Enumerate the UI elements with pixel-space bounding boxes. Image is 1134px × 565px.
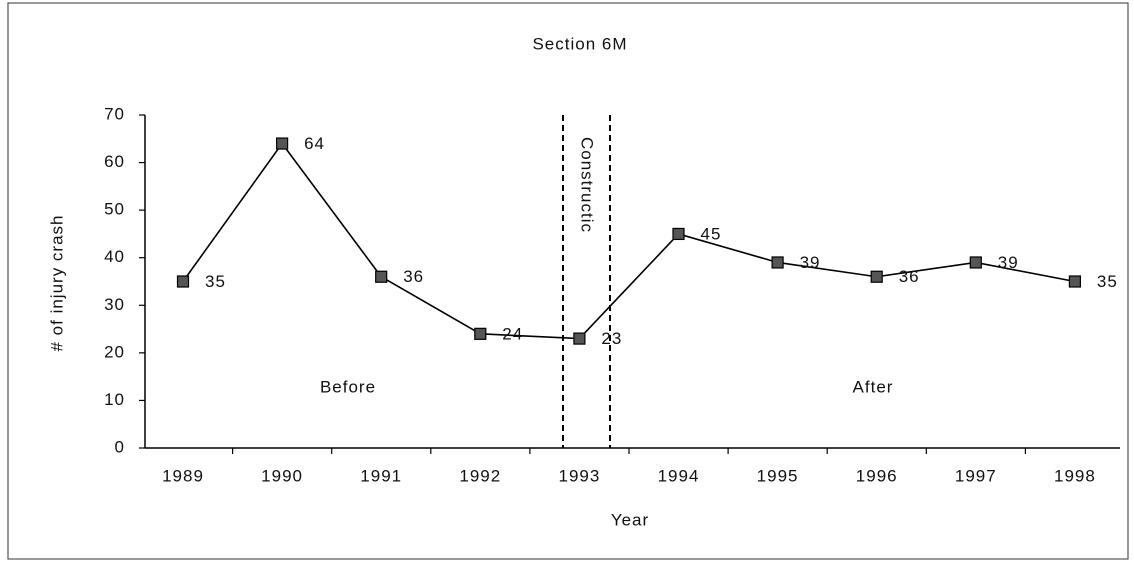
x-axis-label: Year [611,510,649,529]
x-tick-label: 1997 [955,466,997,485]
chart-border [7,2,1129,560]
data-point [176,275,190,288]
x-tick-label: 1996 [856,466,898,485]
data-label: 35 [205,272,226,291]
y-tick-label: 20 [104,342,125,361]
y-tick-label: 60 [104,152,125,171]
y-tick-label: 70 [104,104,125,123]
data-label: 64 [304,134,325,153]
data-label: 23 [601,329,622,348]
x-tick-label: 1995 [757,466,799,485]
data-label: 35 [1097,272,1118,291]
x-tick-label: 1992 [459,466,501,485]
annotation: Before [320,377,376,396]
y-tick-label: 0 [115,437,125,456]
data-label: 24 [502,324,523,343]
data-label: 45 [701,224,722,243]
y-tick-label: 30 [104,295,125,314]
annotation: Constructic [578,137,597,233]
data-point [672,227,685,241]
data-point [870,270,883,283]
data-label: 39 [998,253,1019,272]
data-line [182,142,1076,340]
y-axis-label: # of injury crash [47,215,66,352]
y-tick-label: 10 [104,390,125,409]
data-point [1068,275,1082,288]
y-tick-label: 40 [104,247,125,266]
x-tick-label: 1994 [658,466,700,485]
data-point [573,332,586,345]
x-tick-label: 1991 [360,466,402,485]
data-point [276,137,289,150]
data-label: 39 [800,253,821,272]
x-tick-label: 1989 [162,466,204,485]
data-point [474,327,487,340]
x-tick-label: 1990 [261,466,303,485]
data-label: 36 [403,267,424,286]
data-point [969,256,982,269]
data-point [375,270,388,283]
x-tick-label: 1993 [558,466,600,485]
x-tick-label: 1998 [1054,466,1096,485]
annotation: After [853,377,894,396]
data-point [771,256,784,269]
y-tick-label: 50 [104,200,125,219]
chart-title: Section 6M [532,34,627,53]
data-label: 36 [899,267,920,286]
